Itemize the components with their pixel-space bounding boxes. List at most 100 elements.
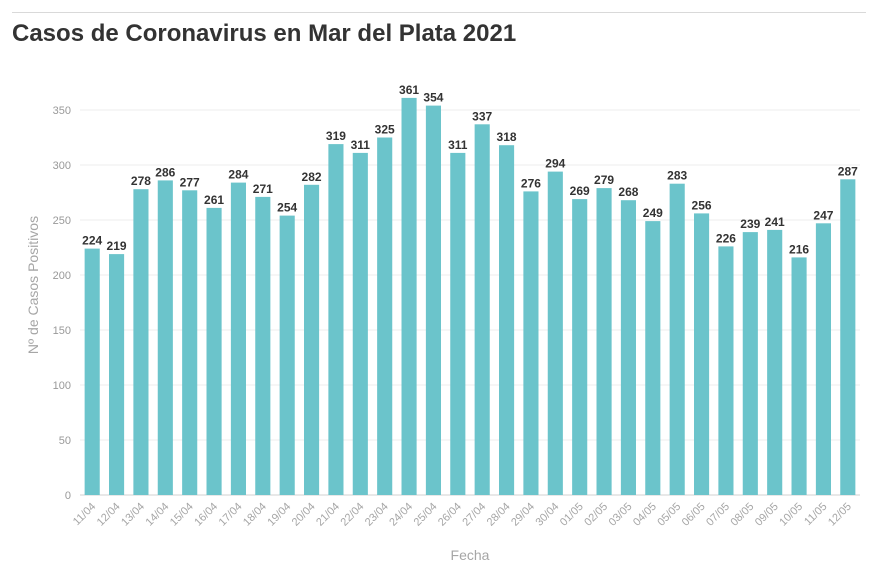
bar <box>669 183 685 495</box>
x-tick-label: 25/04 <box>412 501 440 529</box>
bar <box>694 213 710 495</box>
x-tick-label: 23/04 <box>363 501 391 529</box>
y-axis-label: Nº de Casos Positivos <box>25 216 41 354</box>
y-tick-label: 300 <box>53 160 71 172</box>
data-label: 249 <box>643 206 663 220</box>
y-tick-label: 350 <box>53 105 71 117</box>
data-label: 277 <box>180 175 200 189</box>
x-tick-label: 28/04 <box>485 501 513 529</box>
bar <box>474 124 490 496</box>
bar <box>133 189 149 495</box>
bar <box>157 180 173 495</box>
data-label: 224 <box>82 234 102 248</box>
data-label: 241 <box>765 215 785 229</box>
bar <box>401 97 417 496</box>
bar <box>718 246 734 495</box>
x-tick-label: 24/04 <box>387 501 415 529</box>
data-label: 287 <box>838 164 858 178</box>
bar <box>450 152 466 495</box>
x-tick-label: 16/04 <box>192 501 220 529</box>
data-label: 247 <box>813 208 833 222</box>
bar <box>279 215 295 495</box>
data-label: 286 <box>155 165 175 179</box>
x-tick-label: 11/04 <box>71 501 98 528</box>
x-tick-label: 13/04 <box>119 501 147 529</box>
bar <box>352 152 368 495</box>
x-tick-label: 01/05 <box>558 501 586 529</box>
chart-title: Casos de Coronavirus en Mar del Plata 20… <box>12 20 517 47</box>
data-label: 268 <box>618 185 638 199</box>
data-label: 256 <box>692 198 712 212</box>
x-tick-label: 12/05 <box>826 501 854 529</box>
data-label: 284 <box>228 168 248 182</box>
x-tick-label: 03/05 <box>607 501 635 529</box>
x-tick-label: 18/04 <box>241 501 269 529</box>
bar <box>206 207 222 495</box>
data-label: 361 <box>399 83 419 97</box>
x-tick-label: 07/05 <box>704 501 732 529</box>
x-tick-label: 09/05 <box>753 501 781 529</box>
data-label: 282 <box>302 170 322 184</box>
bar <box>255 196 271 495</box>
data-label: 278 <box>131 174 151 188</box>
data-label: 279 <box>594 173 614 187</box>
data-label: 325 <box>375 123 395 137</box>
data-label: 294 <box>545 157 565 171</box>
x-tick-label: 06/05 <box>680 501 708 529</box>
data-label: 354 <box>423 91 443 105</box>
x-tick-label: 29/04 <box>509 501 537 529</box>
y-tick-label: 150 <box>53 325 71 337</box>
x-tick-label: 15/04 <box>168 501 196 529</box>
bar <box>596 188 612 495</box>
x-tick-label: 05/05 <box>655 501 683 529</box>
data-label: 239 <box>740 217 760 231</box>
data-label: 254 <box>277 201 297 215</box>
x-axis-label: Fecha <box>451 547 490 563</box>
data-label: 276 <box>521 176 541 190</box>
x-tick-label: 21/04 <box>314 501 342 529</box>
x-tick-label: 10/05 <box>777 501 805 529</box>
bar <box>109 254 125 495</box>
data-label: 337 <box>472 109 492 123</box>
bar <box>425 105 441 495</box>
bar <box>499 145 515 495</box>
x-tick-label: 14/04 <box>143 501 171 529</box>
y-tick-label: 250 <box>53 215 71 227</box>
data-label: 283 <box>667 169 687 183</box>
x-axis-ticks: 11/0412/0413/0414/0415/0416/0417/0418/04… <box>71 501 854 529</box>
bar <box>328 144 344 495</box>
bar <box>523 191 539 495</box>
x-tick-label: 26/04 <box>436 501 464 529</box>
data-label: 319 <box>326 129 346 143</box>
y-tick-label: 200 <box>53 270 71 282</box>
x-tick-label: 08/05 <box>728 501 756 529</box>
bar <box>645 221 661 495</box>
x-tick-label: 12/04 <box>95 501 123 529</box>
x-tick-label: 17/04 <box>217 501 245 529</box>
y-tick-label: 100 <box>53 380 71 392</box>
bar <box>84 248 100 495</box>
bar <box>791 257 807 495</box>
x-tick-label: 30/04 <box>533 501 561 529</box>
bars <box>84 97 856 496</box>
bar <box>815 223 831 496</box>
x-tick-label: 04/05 <box>631 501 659 529</box>
data-label: 311 <box>448 138 468 152</box>
bar <box>742 232 758 495</box>
x-tick-label: 19/04 <box>265 501 293 529</box>
top-divider <box>12 12 866 13</box>
x-tick-label: 22/04 <box>338 501 366 529</box>
data-label: 219 <box>107 239 127 253</box>
data-label: 318 <box>497 130 517 144</box>
x-tick-label: 27/04 <box>460 501 488 529</box>
x-tick-label: 11/05 <box>802 501 829 528</box>
data-label: 261 <box>204 193 224 207</box>
data-label: 271 <box>253 182 273 196</box>
bar <box>620 200 636 495</box>
y-axis-ticks: 0 50 100 150 200 250 300 350 <box>53 105 71 502</box>
data-label: 216 <box>789 242 809 256</box>
bar <box>572 199 588 495</box>
bar <box>304 184 320 496</box>
data-label: 226 <box>716 231 736 245</box>
